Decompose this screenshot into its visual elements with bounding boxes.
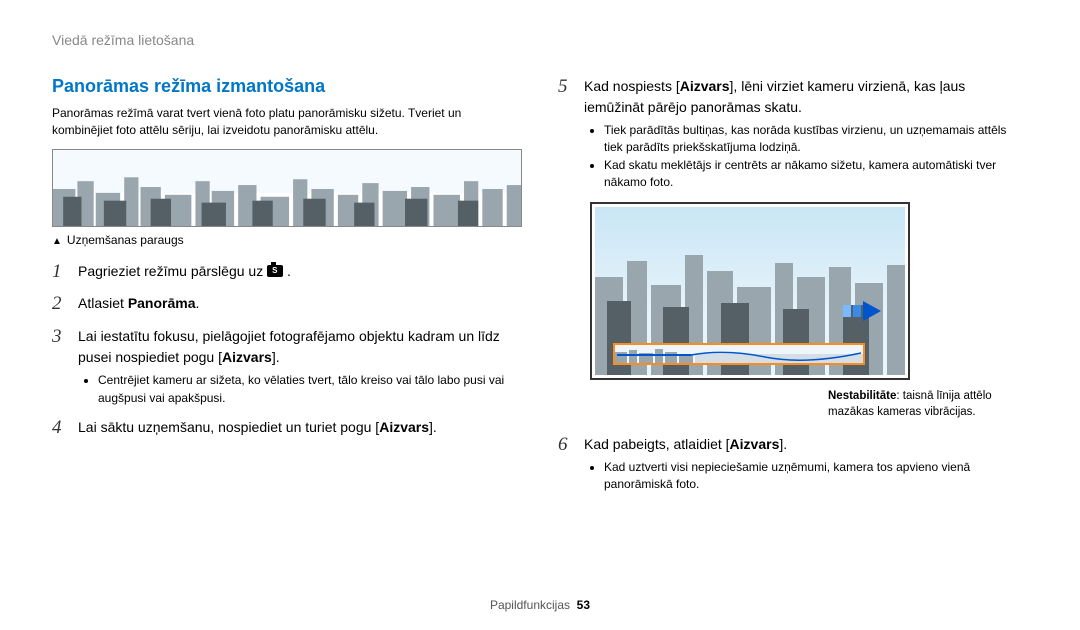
direction-arrow-icon	[843, 301, 881, 326]
step-3: 3 Lai iestatītu fokusu, pielāgojiet foto…	[52, 326, 522, 407]
step-4: 4 Lai sāktu uzņemšanu, nospiediet un tur…	[52, 417, 522, 440]
step-5-bullet-2: Kad skatu meklētājs ir centrēts ar nākam…	[604, 157, 1028, 192]
step-number: 5	[558, 76, 584, 192]
left-column: Panorāmas režīma izmantošana Panorāmas r…	[52, 76, 522, 504]
step-1: 1 Pagrieziet režīmu pārslēgu uz .	[52, 261, 522, 284]
stability-progress-strip	[613, 343, 865, 365]
sample-caption: Uzņemšanas paraugs	[52, 233, 522, 247]
step-5-bullet-1: Tiek parādītās bultiņas, kas norāda kust…	[604, 122, 1028, 157]
step-number: 2	[52, 293, 78, 316]
intro-text: Panorāmas režīmā varat tvert vienā foto …	[52, 105, 522, 139]
step-number: 4	[52, 417, 78, 440]
section-title: Panorāmas režīma izmantošana	[52, 76, 522, 97]
page-footer: Papildfunkcijas 53	[0, 598, 1080, 612]
right-column: 5 Kad nospiests [Aizvars], lēni virziet …	[558, 76, 1028, 504]
panorama-capture-preview	[590, 202, 910, 380]
step-2: 2 Atlasiet Panorāma.	[52, 293, 522, 316]
step-number: 1	[52, 261, 78, 284]
step-6-bullet: Kad uztverti visi nepieciešamie uzņēmumi…	[604, 459, 1028, 494]
stability-note: Nestabilitāte: taisnā līnija attēlo mazā…	[578, 388, 1028, 420]
panorama-sample-image	[52, 149, 522, 227]
step-3-bullet: Centrējiet kameru ar sižeta, ko vēlaties…	[98, 372, 522, 407]
step-number: 3	[52, 326, 78, 407]
mode-dial-icon	[267, 265, 283, 277]
breadcrumb: Viedā režīma lietošana	[52, 32, 1028, 48]
step-6: 6 Kad pabeigts, atlaidiet [Aizvars]. Kad…	[558, 434, 1028, 494]
step-5: 5 Kad nospiests [Aizvars], lēni virziet …	[558, 76, 1028, 192]
step-number: 6	[558, 434, 584, 494]
